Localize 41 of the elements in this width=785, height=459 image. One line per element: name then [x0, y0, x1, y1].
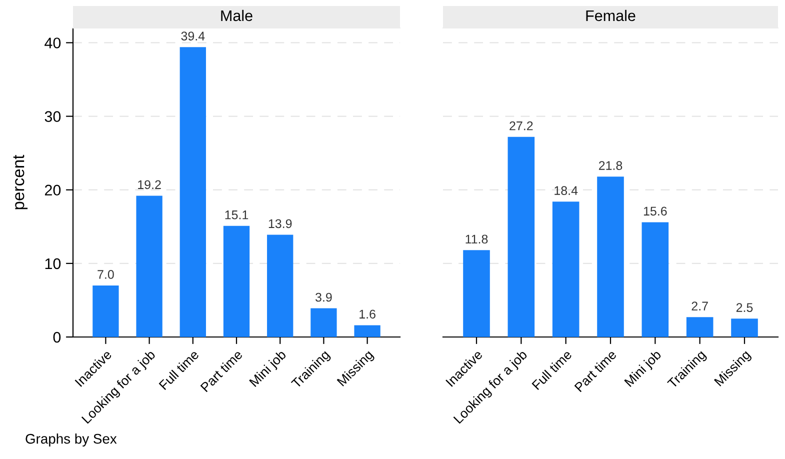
data-label: 7.0: [98, 270, 114, 279]
text: Graphs by Sex: [26, 434, 117, 446]
chart-title: Female: [586, 10, 636, 22]
data-label: 3.9: [315, 292, 332, 302]
bar: [180, 47, 206, 337]
y-tick-label: 0: [53, 332, 61, 343]
data-label: 15.6: [644, 206, 667, 216]
data-label: 15.1: [225, 210, 248, 220]
bar: [597, 176, 624, 337]
x-tick-label: Full time: [158, 349, 200, 390]
x-tick-label: Part time: [200, 349, 243, 392]
x-tick-label: Part time: [574, 349, 617, 392]
data-label: 18.4: [554, 186, 578, 195]
bar: [552, 202, 580, 337]
bar: [642, 222, 669, 337]
bar: [463, 250, 490, 337]
bar: [267, 234, 294, 337]
y-tick-label: 20: [44, 184, 61, 196]
y-tick-label: 10: [45, 258, 61, 270]
data-label: 2.5: [736, 303, 753, 312]
y-tick-label: 40: [44, 38, 61, 48]
data-label: 1.6: [360, 310, 376, 319]
chart-title: Male: [221, 10, 252, 22]
data-label: 2.7: [692, 302, 708, 310]
x-tick-label: Full time: [531, 349, 572, 390]
data-label: 27.2: [510, 121, 533, 130]
bar: [136, 196, 162, 337]
bar: [354, 325, 380, 337]
bar: [686, 317, 714, 337]
y-tick-label: 30: [44, 111, 61, 122]
data-label: 13.9: [268, 219, 292, 228]
data-label: 19.2: [138, 180, 161, 190]
bar: [508, 136, 535, 337]
data-label: 39.4: [181, 32, 205, 40]
bar: [223, 226, 250, 337]
y-axis-title: percent: [13, 154, 28, 210]
bar: [731, 318, 758, 337]
bar: [310, 308, 337, 337]
bar: [92, 286, 119, 337]
data-label: 11.8: [466, 234, 488, 244]
data-label: 21.8: [598, 161, 622, 170]
